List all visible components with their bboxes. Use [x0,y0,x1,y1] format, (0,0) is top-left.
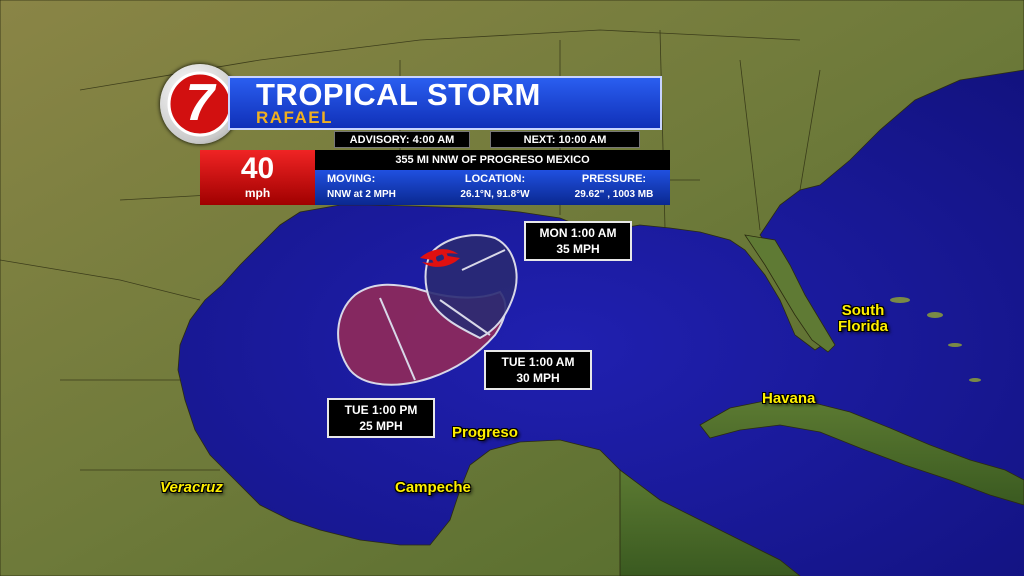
forecast-time: MON 1:00 AM [539,226,617,240]
pressure-block: PRESSURE: 29.62" , 1003 MB [560,173,668,200]
location-value: 26.1°N, 91.8°W [460,189,530,200]
central-america-land [619,469,801,576]
location-label: LOCATION: [464,173,526,185]
forecast-wind: 30 MPH [516,371,560,385]
storm-details-row: MOVING: NNW at 2 MPH LOCATION: 26.1°N, 9… [315,170,670,205]
moving-value: NNW at 2 MPH [327,189,396,200]
forecast-time: TUE 1:00 PM [344,403,418,417]
cone-divider-1 [379,297,416,381]
wind-speed-box: 40 mph [200,150,315,205]
florida-land [744,234,836,353]
forecast-point-mon-1am: MON 1:00 AM 35 MPH [524,221,632,261]
forecast-time: TUE 1:00 AM [501,355,575,369]
advisory-time: ADVISORY: 4:00 AM [334,131,470,148]
place-label-progreso: Progreso [452,424,518,441]
south-florida-line-1: South [841,302,885,319]
wind-speed-unit: mph [244,186,271,200]
cone-divider-2 [439,299,491,336]
forecast-wind: 35 MPH [556,242,600,256]
bahamas-islands [890,297,981,382]
storm-name: RAFAEL [256,108,333,127]
storm-type-title: TROPICAL STORM [256,77,541,112]
cone-divider-3 [461,249,506,271]
place-label-havana: Havana [762,390,816,407]
pressure-label: PRESSURE: [581,173,647,185]
moving-block: MOVING: NNW at 2 MPH [327,173,427,200]
relative-location: 355 MI NNW OF PROGRESO MEXICO [315,150,670,170]
location-block: LOCATION: 26.1°N, 91.8°W [440,173,550,200]
place-label-campeche: Campeche [395,479,471,496]
forecast-wind: 25 MPH [359,419,403,433]
logo-numeral: 7 [185,74,215,132]
storm-title-banner: TROPICAL STORM RAFAEL [228,76,662,130]
moving-label: MOVING: [327,173,376,185]
pressure-value: 29.62" , 1003 MB [574,189,654,200]
forecast-point-tue-1am: TUE 1:00 AM 30 MPH [484,350,592,390]
place-label-veracruz: Veracruz [160,479,223,496]
south-florida-line-2: Florida [838,318,889,335]
wind-speed-value: 40 [240,152,275,185]
next-advisory-time: NEXT: 10:00 AM [490,131,640,148]
cuba-land [699,399,1024,506]
place-label-south-florida: South Florida [838,303,888,335]
forecast-point-tue-1pm: TUE 1:00 PM 25 MPH [327,398,435,438]
tropical-storm-icon [420,249,460,267]
storm-info-panel: ADVISORY: 4:00 AM NEXT: 10:00 AM 40 mph … [200,131,670,205]
